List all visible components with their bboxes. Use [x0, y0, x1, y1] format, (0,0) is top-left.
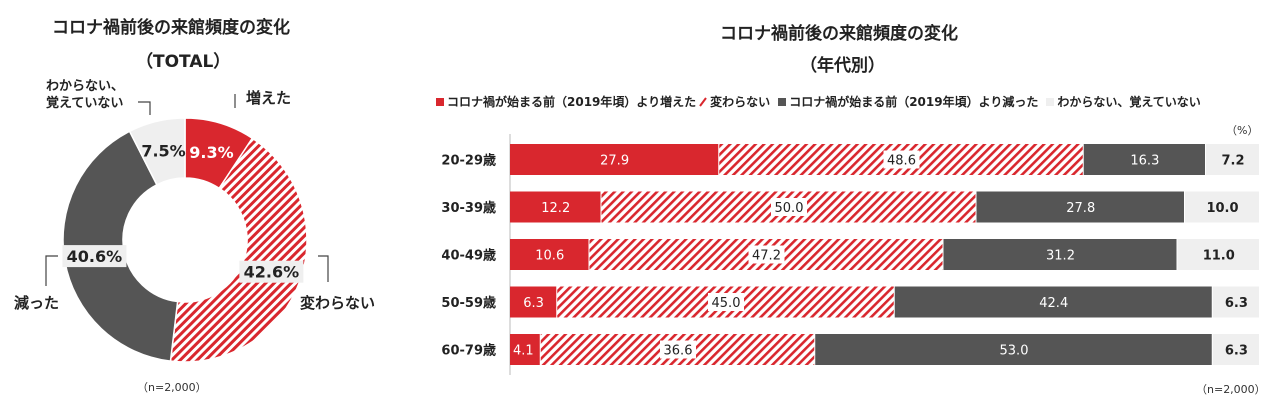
- unit-label: （%）: [1226, 124, 1259, 137]
- legend: コロナ禍が始まる前（2019年頃）より増えた 変わらない コロナ禍が始まる前（2…: [436, 93, 1201, 110]
- bar-segment-decreased: [943, 239, 1177, 270]
- bar-value-label: 6.3: [523, 296, 544, 311]
- legend-swatch-unchanged: [699, 96, 707, 107]
- legend-item-unknown: わからない、覚えていない: [1057, 95, 1201, 109]
- bar-segment-increased: [510, 144, 719, 175]
- left-sample-note: （n=2,000）: [137, 381, 207, 394]
- bar-segment-increased: [510, 239, 589, 270]
- bar-value-label: 36.6: [664, 344, 693, 359]
- bar-value-label: 45.0: [712, 296, 741, 311]
- right-chart-subtitle: （年代別）: [800, 56, 885, 76]
- decreased-leader-line: [45, 255, 58, 286]
- category-label: 20-29歳: [441, 153, 496, 169]
- donut-value-label-decreased: 40.6%: [67, 247, 123, 266]
- bar-value-label: 6.3: [1225, 344, 1248, 359]
- left-chart-subtitle: （TOTAL）: [136, 52, 231, 72]
- legend-item-decreased: コロナ禍が始まる前（2019年頃）より減った: [789, 95, 1039, 109]
- category-label: 40-49歳: [441, 248, 496, 264]
- bar-value-label: 48.6: [887, 154, 916, 169]
- bar-value-label: 31.2: [1046, 249, 1075, 264]
- bar-value-label: 6.3: [1225, 296, 1248, 311]
- donut-value-label-unchanged: 42.6%: [244, 263, 300, 282]
- bar-segment-unknown: [1177, 239, 1259, 270]
- bar-value-label: 27.9: [600, 154, 629, 169]
- bar-label-bg: [771, 198, 807, 216]
- bar-value-label: 16.3: [1130, 154, 1159, 169]
- legend-item-unchanged: 変わらない: [710, 95, 771, 109]
- unknown-leader-line: [138, 101, 151, 115]
- category-label: 50-59歳: [441, 295, 496, 311]
- bar-segment-increased: [510, 286, 557, 318]
- legend-swatch-unknown: [1046, 97, 1055, 106]
- right-sample-note: （n=2,000）: [1196, 383, 1266, 396]
- bar-label-bg: [660, 340, 696, 359]
- bar-segment-unknown: [1185, 191, 1259, 223]
- label-unknown-line1: わからない、: [46, 79, 125, 94]
- bar-value-label: 47.2: [752, 249, 781, 264]
- bar-value-label: 27.8: [1066, 201, 1095, 216]
- unchanged-leader-line: [318, 255, 329, 282]
- bar-value-label: 4.1: [513, 344, 534, 359]
- bar-segment-increased: [510, 334, 540, 365]
- bar-value-label: 10.6: [535, 249, 564, 264]
- donut-slice-unknown: [128, 117, 186, 186]
- legend-item-increased: コロナ禍が始まる前（2019年頃）より増えた: [447, 95, 697, 109]
- label-unchanged: 変わらない: [300, 294, 376, 312]
- label-unknown-line2: 覚えていない: [46, 96, 124, 111]
- category-label: 30-39歳: [441, 200, 496, 216]
- legend-swatch-decreased: [778, 97, 787, 106]
- bar-segment-decreased: [894, 286, 1212, 318]
- bar-segment-decreased: [1083, 144, 1205, 175]
- bar-segment-increased: [510, 191, 601, 223]
- bar-value-label: 10.0: [1206, 201, 1238, 216]
- bar-value-label: 11.0: [1203, 249, 1235, 264]
- bar-segment-decreased: [976, 191, 1184, 223]
- donut-label-bg-decreased: [62, 245, 127, 268]
- label-unknown: わからない、 覚えていない: [46, 78, 124, 112]
- bar-segment-unknown: [1212, 334, 1259, 365]
- left-chart-title: コロナ禍前後の来館頻度の変化: [52, 18, 290, 38]
- stacked-bar-chart: 20-29歳 27.9 48.6 16.3 7.2 30-39歳 12.2 50.0 27.8 1…: [441, 134, 1259, 375]
- right-chart-title: コロナ禍前後の来館頻度の変化: [720, 24, 958, 44]
- bar-segment-unknown: [1212, 286, 1259, 318]
- donut-slice-unchanged: [169, 137, 308, 363]
- label-increased: 増えた: [246, 89, 292, 107]
- donut-chart: 9.3% 42.6% 40.6% 7.5%: [45, 94, 329, 363]
- bar-value-label: 42.4: [1039, 296, 1068, 311]
- donut-value-label-increased: 9.3%: [189, 143, 233, 162]
- legend-swatch-increased: [436, 97, 444, 106]
- label-decreased: 減った: [14, 294, 60, 312]
- bar-segment-unknown: [1206, 144, 1259, 175]
- donut-label-bg-unchanged: [239, 260, 304, 283]
- bar-value-label: 7.2: [1221, 154, 1244, 169]
- bar-segment-decreased: [815, 334, 1212, 365]
- bar-value-label: 50.0: [775, 201, 804, 216]
- bar-label-bg: [883, 150, 920, 169]
- category-label: 60-79歳: [441, 343, 496, 359]
- bar-value-label: 12.2: [541, 201, 570, 216]
- donut-value-label-unknown: 7.5%: [141, 142, 185, 161]
- bar-label-bg: [708, 293, 744, 311]
- bar-label-bg: [748, 245, 785, 264]
- bar-value-label: 53.0: [1000, 344, 1029, 359]
